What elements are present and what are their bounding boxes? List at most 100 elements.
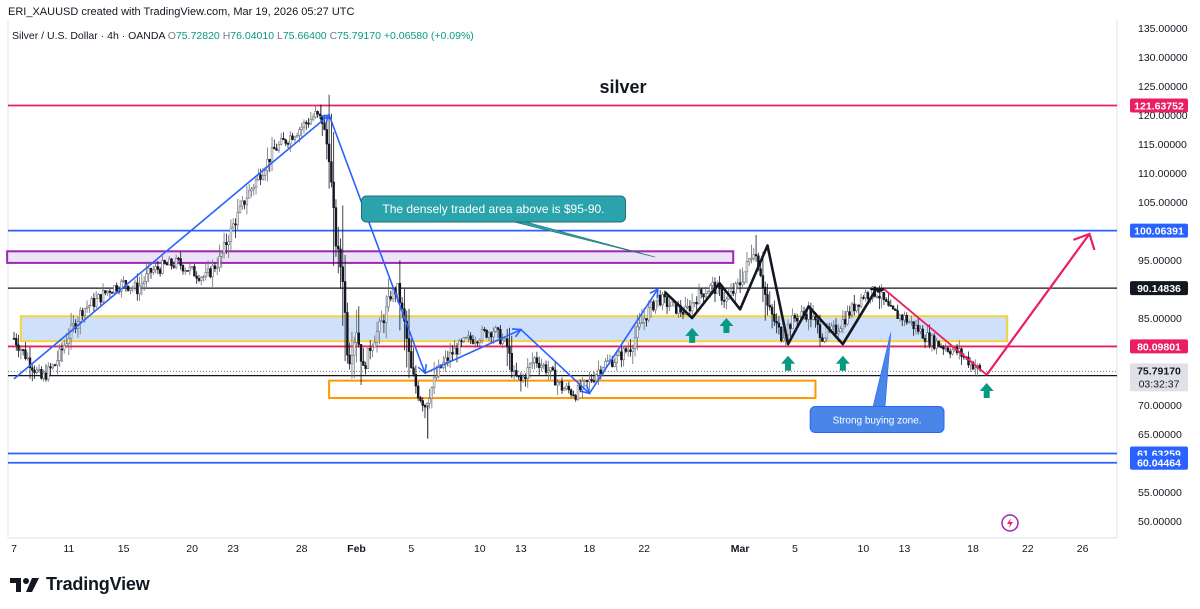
candle (170, 257, 173, 270)
candle-body (193, 266, 196, 277)
candle (857, 304, 861, 317)
candle (882, 292, 886, 306)
buy-arrow-icon[interactable] (781, 355, 796, 371)
candle-body (177, 257, 180, 260)
candle (926, 325, 929, 343)
candle-body (53, 364, 57, 367)
candle-body (33, 369, 36, 374)
candle-body (617, 351, 621, 356)
chart-attribution: ERI_XAUUSD created with TradingView.com,… (8, 6, 355, 18)
blue-arrowhead[interactable] (649, 287, 659, 299)
candle (661, 291, 664, 311)
blue-trend-path[interactable] (13, 114, 659, 395)
candle (517, 375, 520, 380)
candle-body (471, 339, 475, 344)
annotation-tail[interactable] (872, 332, 892, 407)
candle-body (711, 281, 714, 286)
orange-zone (328, 379, 817, 400)
candle (197, 274, 201, 283)
candle (302, 119, 306, 134)
candle (627, 342, 630, 357)
annotation-box[interactable] (361, 195, 626, 223)
candle-body (195, 275, 198, 279)
candle-body (496, 327, 500, 330)
pink-projection-arrowhead[interactable] (1073, 232, 1096, 251)
candle-body (172, 265, 176, 268)
candle-body (453, 347, 456, 355)
candle (629, 339, 632, 357)
horizontal-levels[interactable] (8, 104, 1117, 464)
blue-arrowhead[interactable] (511, 328, 523, 338)
buy-arrow-icon[interactable] (719, 318, 734, 333)
candle (398, 260, 402, 331)
candle-body (421, 400, 424, 406)
annotation-text[interactable]: The densely traded area above is $95-90. (382, 202, 604, 216)
candle-body (126, 285, 130, 291)
symbol-name[interactable]: Silver / U.S. Dollar · 4h · OANDA (12, 30, 165, 42)
candle (640, 308, 644, 325)
candle-body (170, 258, 173, 267)
candle-body (286, 143, 290, 145)
candle (380, 310, 383, 323)
candle-body (642, 318, 646, 324)
black-zigzag-path[interactable] (663, 244, 879, 346)
pink-decline-line[interactable] (883, 288, 988, 376)
candle (238, 199, 242, 214)
buy-arrow-icon[interactable] (835, 355, 850, 371)
buy-arrow-icon[interactable] (979, 382, 994, 398)
blue-arrowhead[interactable] (580, 384, 591, 395)
candle (90, 296, 93, 306)
candle (58, 344, 61, 367)
pink-projection-line[interactable] (985, 233, 1091, 376)
candle-body (654, 300, 657, 311)
candle (63, 339, 66, 354)
level-price-label: 90.14836 (1137, 283, 1181, 295)
candle-body (789, 324, 792, 329)
candle-body (270, 147, 274, 163)
candle (738, 269, 742, 294)
annotation-box[interactable] (809, 406, 945, 433)
candle-body (558, 381, 561, 383)
candle (773, 300, 776, 327)
candle-body (919, 328, 922, 332)
buy-arrow-icon[interactable] (685, 327, 700, 343)
blue-arrowhead[interactable] (320, 113, 331, 124)
candle-body (896, 310, 899, 319)
candle-body (665, 296, 669, 307)
drawings[interactable]: The densely traded area above is $95-90.… (13, 113, 1096, 433)
candle (416, 381, 420, 401)
x-tick-label: 22 (638, 543, 650, 555)
candle-body (174, 257, 178, 268)
purple-zone (6, 250, 735, 264)
candle-body (380, 320, 383, 323)
candle (469, 332, 472, 345)
candle-body (218, 255, 221, 268)
candle (464, 336, 468, 339)
candle (129, 288, 132, 295)
candle (366, 348, 370, 370)
ohlc-change: +0.06580 (+0.09%) (383, 30, 474, 42)
candle (346, 302, 349, 364)
candle (206, 260, 210, 277)
candle-body (563, 388, 566, 391)
candle-body (316, 111, 319, 115)
tradingview-logo[interactable]: TradingView (10, 574, 150, 595)
candle-body (79, 310, 82, 322)
candle (510, 335, 513, 379)
candle (750, 244, 753, 264)
candle (551, 365, 555, 372)
candle (410, 339, 413, 369)
candle-body (830, 325, 833, 330)
candle-body (243, 200, 246, 205)
blue-arrowhead[interactable] (417, 364, 428, 375)
lightning-icon[interactable] (1001, 514, 1019, 532)
candle (339, 238, 342, 289)
candle (690, 293, 694, 316)
candle-body (791, 315, 794, 329)
candle-body (451, 352, 454, 355)
candle-body (592, 380, 596, 383)
candle (177, 256, 180, 262)
annotation-text[interactable]: Strong buying zone. (833, 416, 922, 427)
candle-body (569, 389, 573, 396)
